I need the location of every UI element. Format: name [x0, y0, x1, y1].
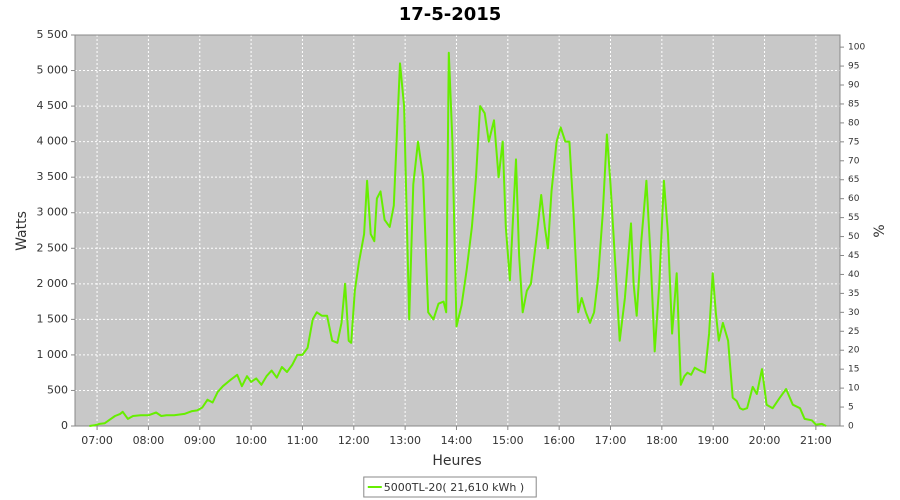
y-tick-label: 500	[47, 383, 68, 396]
y-tick-label: 2 000	[37, 277, 69, 290]
x-tick-label: 10:00	[235, 434, 267, 447]
x-tick-label: 13:00	[389, 434, 421, 447]
y-tick-label: 3 000	[37, 206, 69, 219]
y-tick-label: 4 000	[37, 135, 69, 148]
y2-tick-label: 20	[848, 346, 860, 356]
y2-tick-label: 100	[848, 43, 865, 53]
y2-tick-label: 30	[848, 308, 860, 318]
y2-tick-label: 50	[848, 232, 860, 242]
x-tick-label: 16:00	[543, 434, 575, 447]
y-tick-label: 0	[61, 419, 68, 432]
y-tick-label: 1 500	[37, 312, 69, 325]
y-tick-label: 4 500	[37, 99, 69, 112]
x-tick-label: 14:00	[441, 434, 473, 447]
x-tick-label: 19:00	[697, 434, 729, 447]
line	[89, 51, 827, 427]
y2-tick-label: 35	[848, 289, 859, 299]
y2-tick-label: 10	[848, 384, 860, 394]
y2-axis-title: %	[872, 224, 888, 237]
x-tick-label: 12:00	[338, 434, 370, 447]
y2-tick-label: 0	[848, 422, 854, 432]
chart-title: 17-5-2015	[399, 4, 502, 25]
y2-tick-label: 80	[848, 118, 860, 128]
y2-tick-label: 85	[848, 99, 859, 109]
legend-box	[363, 476, 537, 498]
y-tick-label: 3 500	[37, 170, 69, 183]
x-tick-label: 09:00	[184, 434, 216, 447]
x-tick-label: 21:00	[800, 434, 832, 447]
x-tick-label: 11:00	[287, 434, 319, 447]
y-tick-label: 5 000	[37, 64, 69, 77]
y2-tick-label: 65	[848, 175, 859, 185]
plot-border	[74, 34, 841, 427]
x-tick-label: 18:00	[646, 434, 678, 447]
y-axis-title: Watts	[14, 211, 30, 251]
x-tick-label: 07:00	[81, 434, 113, 447]
y-tick-label: 1 000	[37, 348, 69, 361]
y2-tick-label: 40	[848, 270, 860, 280]
plot-area	[75, 35, 840, 426]
y2-tick-label: 5	[848, 403, 854, 413]
y2-tick-label: 45	[848, 251, 859, 261]
legend: 5000TL-20( 21,610 kWh )	[363, 476, 537, 498]
y2-tick-label: 60	[848, 194, 860, 204]
y-tick-label: 5 500	[37, 28, 69, 41]
x-axis-title: Heures	[432, 453, 481, 469]
y2-tick-label: 70	[848, 156, 860, 166]
y2-tick-label: 15	[848, 365, 859, 375]
x-tick-label: 08:00	[133, 434, 165, 447]
x-tick-label: 20:00	[749, 434, 781, 447]
x-tick-label: 15:00	[492, 434, 524, 447]
legend-label: 5000TL-20( 21,610 kWh )	[384, 481, 524, 494]
y2-tick-label: 25	[848, 327, 859, 337]
y2-tick-label: 90	[848, 81, 860, 91]
y2-tick-label: 75	[848, 137, 859, 147]
y2-tick-label: 95	[848, 62, 859, 72]
y2-tick-label: 55	[848, 213, 859, 223]
y-tick-label: 2 500	[37, 241, 69, 254]
x-tick-label: 17:00	[595, 434, 627, 447]
